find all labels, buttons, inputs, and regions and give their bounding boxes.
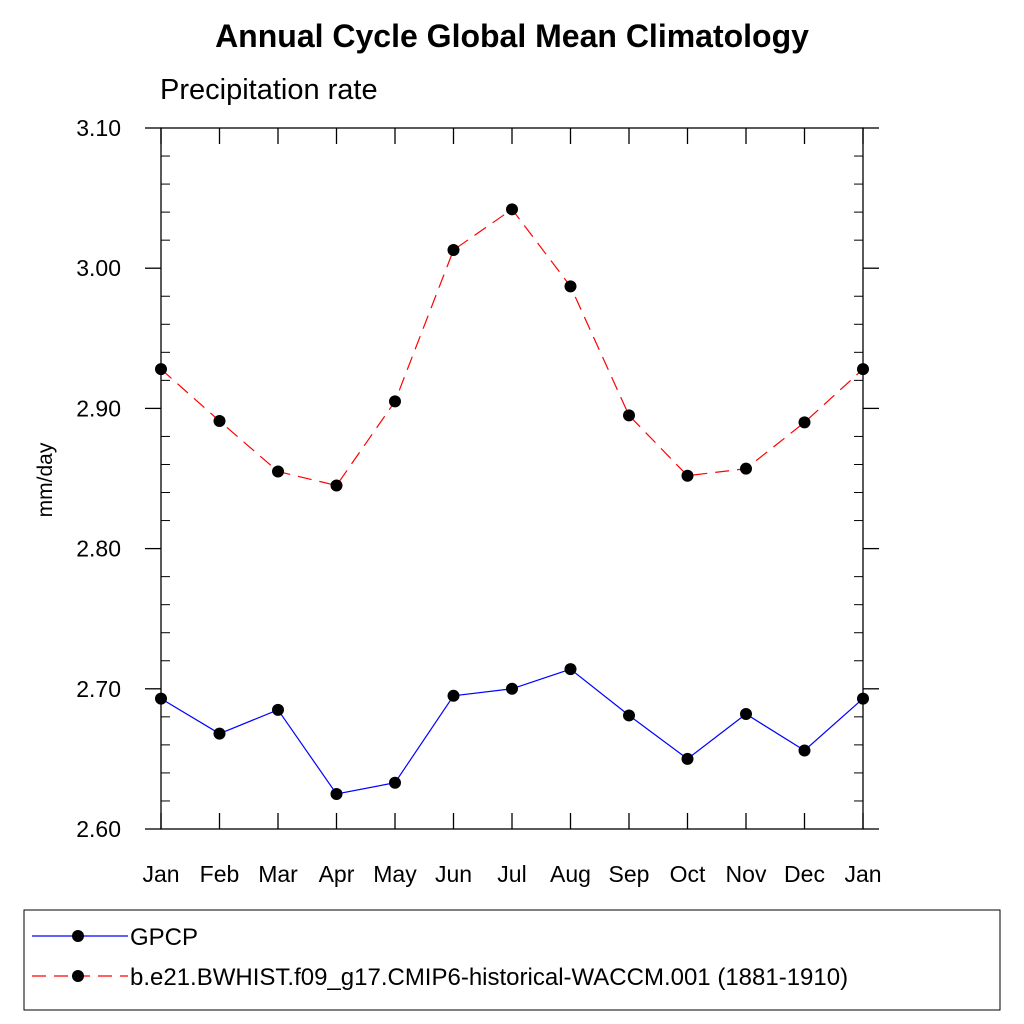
- data-point: [506, 203, 518, 216]
- x-tick-label: Jun: [435, 861, 472, 887]
- y-tick-label: 2.90: [76, 395, 121, 421]
- data-point: [447, 689, 460, 702]
- legend-marker: [72, 970, 84, 982]
- x-tick-label: Apr: [319, 861, 355, 887]
- data-point: [330, 787, 343, 800]
- series-0: [155, 663, 869, 800]
- legend-box: [23, 909, 1001, 1011]
- data-point: [213, 727, 226, 740]
- series-1: [155, 203, 869, 492]
- data-point: [857, 363, 869, 376]
- series-line: [160, 208, 864, 487]
- x-tick-label: Mar: [258, 861, 298, 887]
- data-point: [681, 469, 694, 482]
- x-tick-label: Jan: [844, 861, 881, 887]
- legend-label: b.e21.BWHIST.f09_g17.CMIP6-historical-WA…: [130, 964, 848, 991]
- y-tick-label: 2.80: [76, 536, 121, 562]
- data-point: [213, 415, 226, 428]
- data-point: [564, 663, 577, 676]
- y-tick-label: 2.70: [76, 676, 121, 702]
- chart-title: Annual Cycle Global Mean Climatology: [215, 18, 809, 54]
- data-point: [506, 682, 518, 695]
- y-tick-label: 3.10: [76, 115, 121, 141]
- data-point: [389, 395, 401, 408]
- x-tick-label: Nov: [726, 861, 767, 887]
- legend-label: GPCP: [130, 924, 198, 951]
- x-tick-label: Dec: [784, 861, 825, 887]
- data-point: [155, 363, 167, 376]
- x-tick-label: Jul: [497, 861, 526, 887]
- x-tick-label: Feb: [200, 861, 240, 887]
- data-point: [623, 709, 635, 722]
- legend: GPCP b.e21.BWHIST.f09_g17.CMIP6-historica…: [23, 909, 1001, 1011]
- legend-marker: [72, 930, 84, 942]
- data-point: [272, 465, 284, 478]
- data-point: [798, 744, 811, 757]
- legend-item: GPCP: [32, 924, 198, 951]
- data-point: [623, 409, 635, 422]
- data-point: [564, 280, 577, 293]
- data-point: [330, 479, 343, 492]
- data-point: [740, 462, 752, 475]
- data-point: [798, 416, 811, 429]
- data-point: [740, 708, 752, 721]
- x-tick-label: Aug: [550, 861, 591, 887]
- x-tick-label: Sep: [609, 861, 650, 887]
- data-point: [857, 692, 869, 705]
- x-tick-label: Jan: [142, 861, 179, 887]
- plot-frame: [160, 127, 864, 830]
- data-point: [272, 703, 284, 716]
- data-point: [389, 776, 401, 789]
- data-point: [681, 752, 694, 765]
- y-axis-label: mm/day: [34, 442, 57, 517]
- x-tick-label: Oct: [670, 861, 706, 887]
- plot-series: [155, 203, 869, 800]
- y-tick-label: 3.00: [76, 255, 121, 281]
- legend-item: b.e21.BWHIST.f09_g17.CMIP6-historical-WA…: [32, 964, 848, 991]
- chart-subtitle: Precipitation rate: [160, 74, 378, 106]
- data-point: [155, 692, 167, 705]
- x-tick-label: May: [373, 861, 417, 887]
- axes: 2.60 2.70 2.80 2.90 3.00 3.10 Jan Feb Mar Apr May J…: [76, 115, 881, 887]
- data-point: [447, 243, 460, 256]
- y-tick-label: 2.60: [76, 816, 121, 842]
